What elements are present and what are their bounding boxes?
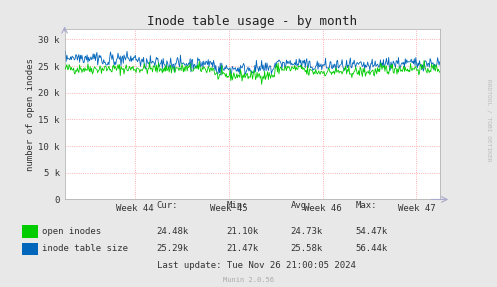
Text: inode table size: inode table size bbox=[42, 244, 128, 253]
Y-axis label: number of open inodes: number of open inodes bbox=[26, 58, 35, 170]
Text: 25.29k: 25.29k bbox=[157, 244, 189, 253]
Text: 54.47k: 54.47k bbox=[355, 227, 388, 236]
Text: Avg:: Avg: bbox=[291, 201, 312, 210]
Text: Min:: Min: bbox=[226, 201, 248, 210]
Title: Inode table usage - by month: Inode table usage - by month bbox=[147, 15, 357, 28]
Text: 56.44k: 56.44k bbox=[355, 244, 388, 253]
Text: Max:: Max: bbox=[355, 201, 377, 210]
Text: RRDTOOL / TOBI OETIKER: RRDTOOL / TOBI OETIKER bbox=[486, 79, 491, 162]
Text: Munin 2.0.56: Munin 2.0.56 bbox=[223, 277, 274, 283]
Text: 24.73k: 24.73k bbox=[291, 227, 323, 236]
Text: Last update: Tue Nov 26 21:00:05 2024: Last update: Tue Nov 26 21:00:05 2024 bbox=[157, 261, 355, 270]
Text: open inodes: open inodes bbox=[42, 227, 101, 236]
Text: 25.58k: 25.58k bbox=[291, 244, 323, 253]
Text: 24.48k: 24.48k bbox=[157, 227, 189, 236]
Text: 21.47k: 21.47k bbox=[226, 244, 258, 253]
Text: 21.10k: 21.10k bbox=[226, 227, 258, 236]
Text: Cur:: Cur: bbox=[157, 201, 178, 210]
